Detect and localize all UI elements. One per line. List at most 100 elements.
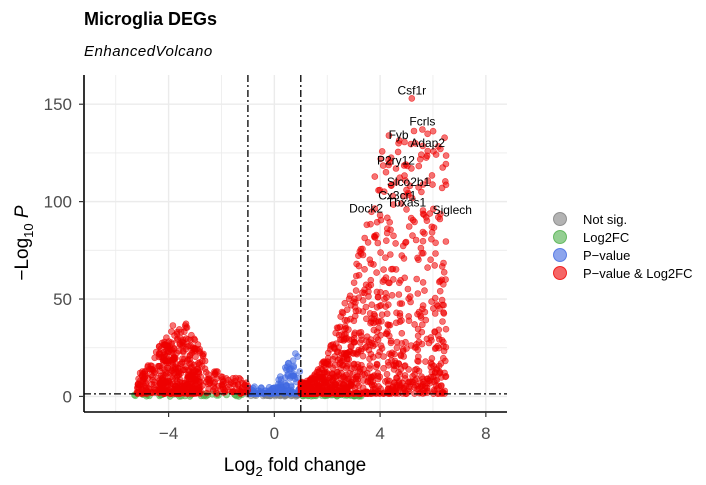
data-point (172, 387, 180, 394)
legend-key-ns (553, 212, 567, 226)
data-point (180, 366, 187, 374)
data-point (412, 140, 419, 147)
data-point (290, 372, 297, 380)
y-tick-label: 0 (63, 387, 72, 406)
data-point (428, 235, 435, 243)
data-point (410, 127, 418, 135)
data-point (440, 268, 448, 276)
data-point (200, 350, 207, 358)
data-point (379, 162, 387, 169)
data-point (369, 342, 377, 350)
data-point (393, 178, 400, 186)
data-point (398, 329, 406, 337)
data-point (422, 316, 430, 324)
data-point (169, 358, 176, 365)
data-point (392, 266, 400, 273)
x-tick-label: −4 (159, 424, 178, 443)
data-point (180, 348, 187, 356)
data-point (437, 145, 444, 153)
data-point (348, 365, 355, 372)
data-point (188, 376, 195, 383)
data-point (424, 177, 432, 184)
tick-labels: −4 0 4 8 0 50 100 150 (44, 95, 491, 443)
data-point (428, 298, 435, 305)
data-point (335, 344, 343, 351)
data-point (385, 132, 393, 139)
data-point (307, 383, 314, 390)
data-point (158, 364, 166, 372)
data-point (429, 127, 437, 135)
data-point (393, 344, 401, 352)
chart-title: Microglia DEGs (84, 9, 217, 29)
data-point (371, 173, 379, 180)
data-point (372, 363, 380, 371)
gene-label-fyb: Fyb (389, 128, 409, 142)
data-point (403, 206, 410, 213)
data-point (405, 295, 413, 302)
data-point (415, 358, 422, 365)
data-point (192, 353, 199, 361)
data-point (377, 155, 385, 163)
data-point (284, 387, 292, 395)
data-point (381, 378, 389, 385)
data-point (395, 360, 403, 368)
axes (83, 75, 507, 413)
data-point (367, 260, 375, 267)
data-point (412, 236, 420, 244)
data-point (388, 291, 396, 299)
data-point (442, 238, 450, 245)
data-point (355, 329, 363, 337)
data-point (350, 279, 358, 287)
data-point (354, 348, 362, 356)
data-point (368, 381, 376, 389)
data-point (385, 279, 392, 287)
data-point (374, 239, 382, 247)
data-point (402, 177, 409, 184)
data-point (442, 372, 450, 380)
data-point (185, 342, 193, 350)
data-point (177, 360, 184, 368)
data-point (205, 385, 212, 393)
data-point (324, 358, 331, 366)
data-point (382, 168, 390, 176)
data-point (399, 379, 406, 387)
data-point (422, 358, 429, 365)
data-point (227, 379, 235, 386)
data-point (374, 369, 382, 377)
data-point (250, 389, 258, 397)
data-point (351, 303, 359, 311)
data-point (155, 386, 162, 394)
x-tick-label: 0 (270, 424, 279, 443)
data-point (361, 234, 369, 242)
data-point (424, 264, 431, 271)
data-point (393, 309, 400, 317)
data-point (428, 172, 436, 179)
gene-label-siglech: Siglech (433, 203, 472, 217)
data-point (352, 373, 360, 381)
data-point (439, 318, 446, 325)
data-point (433, 376, 441, 384)
data-point (151, 354, 158, 362)
data-point (424, 375, 431, 383)
data-point (408, 95, 416, 102)
data-point (375, 383, 382, 390)
data-point (367, 276, 375, 284)
data-point (285, 366, 293, 373)
data-point (425, 339, 433, 347)
data-point (211, 368, 218, 376)
data-point (424, 147, 432, 155)
data-point (362, 337, 370, 344)
data-point (380, 188, 388, 195)
data-point (440, 309, 447, 316)
data-point (419, 207, 427, 214)
data-point (380, 364, 387, 372)
gene-label-cx3cr1: Cx3cr1 (378, 189, 416, 203)
data-point (431, 262, 439, 269)
data-point (189, 369, 196, 376)
data-point (316, 373, 324, 381)
data-point (427, 334, 435, 341)
data-point (178, 386, 186, 394)
data-point (161, 338, 168, 346)
data-point (418, 188, 425, 196)
data-point (352, 272, 360, 280)
